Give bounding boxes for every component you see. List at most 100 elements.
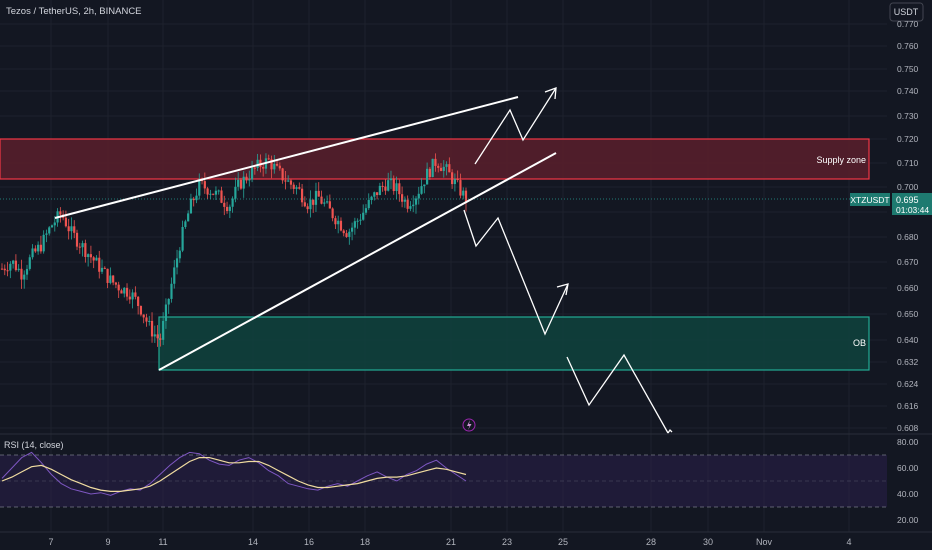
- candle-body: [70, 226, 73, 232]
- candle-body: [198, 179, 201, 196]
- candle-body: [37, 244, 40, 252]
- candle-body: [150, 320, 154, 337]
- candle-body: [50, 225, 54, 228]
- candle-body: [25, 268, 29, 275]
- price-axis-ticks: 0.770 0.760 0.750 0.740 0.730 0.720 0.710 0.700…: [897, 19, 919, 433]
- candle-body: [203, 181, 206, 189]
- candle-body: [392, 178, 395, 192]
- candle-body: [87, 254, 90, 258]
- wedge-lower-line[interactable]: [158, 152, 557, 371]
- candle-body: [273, 163, 276, 170]
- projection-path-down-2[interactable]: [566, 353, 669, 434]
- candle-body: [245, 176, 248, 181]
- candle-body: [84, 243, 87, 258]
- candle-body: [231, 198, 234, 207]
- candle-body: [348, 231, 351, 237]
- candle-body: [451, 172, 454, 185]
- candle-body: [423, 184, 426, 187]
- candle-body: [114, 282, 118, 285]
- candle-body: [98, 257, 101, 272]
- wedge-upper-line[interactable]: [54, 96, 519, 219]
- price-tick-label: 0.650: [897, 309, 919, 319]
- candle-body: [59, 211, 62, 215]
- currency-button[interactable]: [889, 2, 924, 22]
- candle-body: [39, 244, 42, 252]
- price-label-value: 0.695: [896, 195, 919, 205]
- candle-body: [292, 184, 295, 189]
- rsi-title: RSI (14, close): [4, 440, 64, 450]
- candle-body: [53, 222, 56, 226]
- candle-body: [381, 185, 384, 187]
- candle-body: [217, 190, 220, 192]
- price-tick-label: 0.770: [897, 19, 919, 29]
- projection-path-down-1[interactable]: [463, 209, 569, 336]
- candle-body: [120, 290, 123, 294]
- rsi-ma-line: [1, 457, 467, 492]
- time-tick-label: 28: [646, 537, 656, 547]
- rsi-tick-label: 20.00: [897, 515, 919, 525]
- candle-body: [353, 221, 356, 228]
- rsi-tick-label: 40.00: [897, 489, 919, 499]
- candle-body: [78, 246, 81, 248]
- candle-body: [131, 292, 134, 300]
- lightning-icon-glyph: [467, 420, 472, 430]
- candle-body: [309, 199, 312, 210]
- candle-body: [389, 178, 393, 181]
- time-tick-label: 14: [248, 537, 258, 547]
- candle-body: [3, 268, 6, 271]
- candle-body: [395, 183, 398, 192]
- candle-body: [400, 194, 404, 202]
- candle-body: [281, 168, 284, 181]
- candle-body: [439, 167, 443, 171]
- time-tick-label: 18: [360, 537, 370, 547]
- time-tick-label: 11: [158, 537, 167, 547]
- ob-zone[interactable]: [158, 316, 870, 371]
- candle-body: [248, 179, 251, 181]
- candle-body: [142, 314, 145, 318]
- candle-body: [312, 199, 315, 205]
- candle-body: [164, 304, 168, 321]
- candle-body: [356, 220, 359, 222]
- price-label-symbol-box: [850, 193, 890, 206]
- price-tick-label: 0.624: [897, 379, 919, 389]
- candle-body: [0, 268, 4, 270]
- time-tick-label: Nov: [756, 537, 773, 547]
- candle-body: [431, 158, 434, 178]
- candle-body: [262, 166, 265, 169]
- ob-zone-label: OB: [853, 338, 866, 348]
- candle-body: [364, 208, 368, 213]
- candle-body: [375, 192, 379, 195]
- price-tick-label: 0.710: [897, 158, 919, 168]
- candle-body: [442, 166, 445, 171]
- projection-arrowhead-down-2: [667, 428, 673, 434]
- candle-body: [220, 190, 223, 203]
- candle-body: [409, 206, 412, 209]
- candle-body: [384, 186, 387, 191]
- projection-path-up[interactable]: [474, 87, 557, 165]
- candle-body: [378, 185, 381, 195]
- candle-body: [223, 202, 226, 207]
- candle-body: [287, 180, 290, 182]
- candle-body: [89, 254, 93, 258]
- candle-body: [345, 233, 348, 237]
- price-tick-label: 0.760: [897, 41, 919, 51]
- candle-body: [159, 338, 162, 340]
- candle-body: [275, 163, 279, 166]
- price-tick-label: 0.608: [897, 423, 919, 433]
- candle-body: [12, 260, 15, 264]
- candle-body: [34, 248, 37, 252]
- candle-body: [23, 274, 26, 280]
- candle-body: [125, 287, 129, 297]
- candle-body: [103, 267, 106, 269]
- candle-body: [156, 334, 159, 339]
- candle-body: [325, 201, 329, 203]
- candle-body: [334, 218, 337, 225]
- candle-body: [406, 199, 409, 209]
- candle-body: [92, 257, 95, 261]
- price-axis[interactable]: [887, 0, 932, 532]
- candle-body: [139, 306, 143, 315]
- candle-body: [426, 168, 429, 185]
- candle-body: [134, 292, 137, 297]
- candle-body: [453, 179, 456, 185]
